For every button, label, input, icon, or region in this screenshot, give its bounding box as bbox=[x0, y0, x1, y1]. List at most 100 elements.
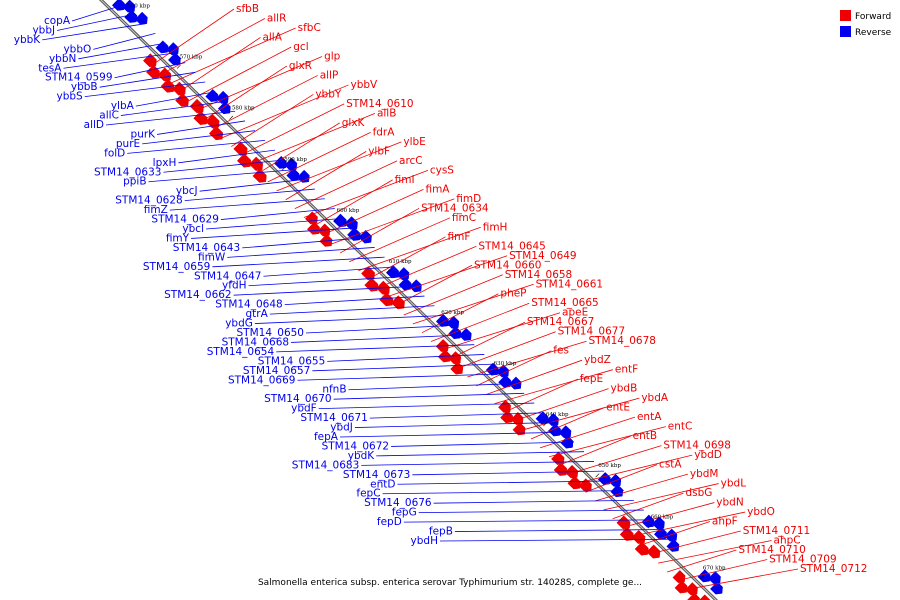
forward-leader-53 bbox=[630, 511, 746, 537]
legend-label-reverse: Reverse bbox=[855, 28, 892, 38]
reverse-gene-label: STM14_0672 bbox=[322, 440, 389, 452]
reverse-gene-label: ybdJ bbox=[330, 422, 353, 434]
forward-gene-label: STM14_0645 bbox=[478, 240, 545, 252]
reverse-leader-20 bbox=[169, 198, 325, 211]
reverse-gene-label: fimY bbox=[166, 232, 190, 244]
forward-leader-59 bbox=[685, 568, 799, 591]
forward-leader-23 bbox=[358, 226, 481, 272]
forward-gene-0-0 bbox=[142, 53, 157, 68]
forward-leader-9 bbox=[231, 94, 314, 147]
backbone-highlight bbox=[100, 0, 717, 600]
forward-gene-2-3 bbox=[252, 168, 267, 183]
forward-leader-58 bbox=[676, 559, 768, 582]
reverse-gene-label: entD bbox=[370, 478, 395, 490]
reverse-gene-5-3 bbox=[408, 279, 422, 293]
reverse-leader-33 bbox=[305, 324, 455, 334]
forward-gene-label: dsbG bbox=[685, 487, 712, 499]
reverse-leader-25 bbox=[227, 247, 375, 258]
tick-label: 670 kbp bbox=[703, 565, 726, 571]
forward-gene-label: pheP bbox=[500, 288, 526, 300]
forward-leader-0 bbox=[149, 8, 235, 68]
forward-gene-label: cysS bbox=[430, 164, 454, 176]
reverse-gene-label: STM14_0683 bbox=[292, 459, 359, 471]
forward-leader-35 bbox=[467, 340, 587, 378]
reverse-gene-label: purE bbox=[116, 138, 140, 150]
forward-gene-label: STM14_0667 bbox=[527, 316, 594, 328]
forward-leader-40 bbox=[512, 388, 609, 422]
forward-gene-3-3 bbox=[319, 233, 333, 247]
forward-gene-5-3 bbox=[450, 361, 464, 375]
forward-leader-46 bbox=[567, 445, 662, 475]
reverse-gene-label: STM14_0657 bbox=[243, 365, 310, 377]
reverse-gene-label: nfnB bbox=[322, 384, 346, 396]
forward-gene-label: gcl bbox=[293, 41, 308, 53]
gene-arrows bbox=[111, 0, 723, 600]
reverse-leader-0 bbox=[71, 3, 126, 22]
forward-gene-label: STM14_0711 bbox=[743, 525, 810, 537]
tick-label: 660 kbp bbox=[651, 514, 674, 520]
reverse-leader-7 bbox=[99, 71, 196, 88]
reverse-leader-51 bbox=[433, 499, 634, 504]
reverse-gene-label: STM14_0676 bbox=[364, 497, 432, 509]
forward-gene-label: STM14_0634 bbox=[421, 202, 489, 214]
forward-gene-label: fepE bbox=[580, 373, 603, 385]
forward-leader-37 bbox=[485, 359, 583, 396]
reverse-leader-16 bbox=[163, 159, 285, 173]
forward-leader-21 bbox=[340, 207, 420, 254]
forward-gene-label: ybbV bbox=[351, 79, 379, 91]
reverse-gene-label: STM14_0599 bbox=[45, 72, 112, 84]
reverse-gene-label: fimW bbox=[198, 251, 226, 263]
forward-leader-26 bbox=[385, 255, 508, 298]
reverse-gene-label: ybbJ bbox=[32, 24, 55, 36]
reverse-gene-0-1 bbox=[122, 0, 136, 13]
reverse-gene-label: STM14_0654 bbox=[207, 346, 275, 358]
forward-gene-label: ybdN bbox=[716, 497, 743, 509]
reverse-leader-44 bbox=[339, 431, 565, 438]
reverse-leader-52 bbox=[418, 509, 644, 514]
reverse-leader-43 bbox=[354, 422, 555, 428]
reverse-leader-48 bbox=[412, 470, 604, 476]
forward-gene-1-0 bbox=[189, 98, 204, 114]
forward-gene-label: STM14_0661 bbox=[536, 278, 603, 290]
reverse-leader-15 bbox=[178, 149, 276, 164]
forward-gene-7-4 bbox=[578, 478, 592, 492]
forward-leader-41 bbox=[521, 397, 640, 431]
forward-gene-label: ybbY bbox=[315, 88, 342, 100]
forward-gene-label: ybdD bbox=[694, 449, 722, 461]
forward-gene-label: entC bbox=[668, 421, 693, 433]
forward-leader-56 bbox=[657, 540, 772, 564]
reverse-gene-label: STM14_0648 bbox=[215, 299, 282, 311]
reverse-leader-32 bbox=[254, 315, 445, 324]
reverse-gene-label: yfdH bbox=[222, 280, 246, 292]
forward-gene-label: ybdO bbox=[747, 506, 775, 518]
tick-mark-6 bbox=[438, 320, 443, 325]
forward-leader-12 bbox=[258, 122, 340, 174]
reverse-gene-0-2 bbox=[124, 9, 138, 23]
reverse-gene-label: STM14_0629 bbox=[151, 214, 218, 226]
reverse-leader-8 bbox=[84, 81, 206, 98]
legend: Forward Reverse bbox=[840, 10, 892, 38]
forward-gene-4-3 bbox=[379, 292, 394, 307]
reverse-gene-label: gtrA bbox=[246, 308, 269, 320]
reverse-gene-11-2 bbox=[709, 581, 723, 595]
reverse-gene-label: purK bbox=[131, 128, 157, 140]
reverse-gene-label: ybdF bbox=[291, 403, 317, 415]
forward-gene-6-1 bbox=[500, 410, 513, 424]
reverse-leader-5 bbox=[63, 52, 176, 69]
forward-gene-label: fimF bbox=[448, 231, 471, 243]
reverse-gene-6-3 bbox=[458, 327, 472, 341]
reverse-gene-10-4 bbox=[666, 538, 680, 552]
reverse-leader-4 bbox=[78, 42, 166, 60]
forward-leader-52 bbox=[621, 502, 715, 529]
tick-label: 630 kbp bbox=[494, 361, 517, 367]
reverse-gene-label: STM14_0662 bbox=[164, 289, 231, 301]
forward-leader-14 bbox=[276, 141, 402, 192]
forward-leader-54 bbox=[639, 521, 711, 546]
forward-leader-8 bbox=[222, 84, 349, 139]
reverse-gene-1-1 bbox=[165, 42, 179, 56]
forward-gene-label: STM14_0660 bbox=[474, 259, 541, 271]
forward-leader-19 bbox=[321, 188, 424, 236]
reverse-gene-label: STM14_0633 bbox=[94, 166, 161, 178]
forward-leader-55 bbox=[648, 530, 741, 555]
reverse-leader-19 bbox=[184, 188, 315, 202]
